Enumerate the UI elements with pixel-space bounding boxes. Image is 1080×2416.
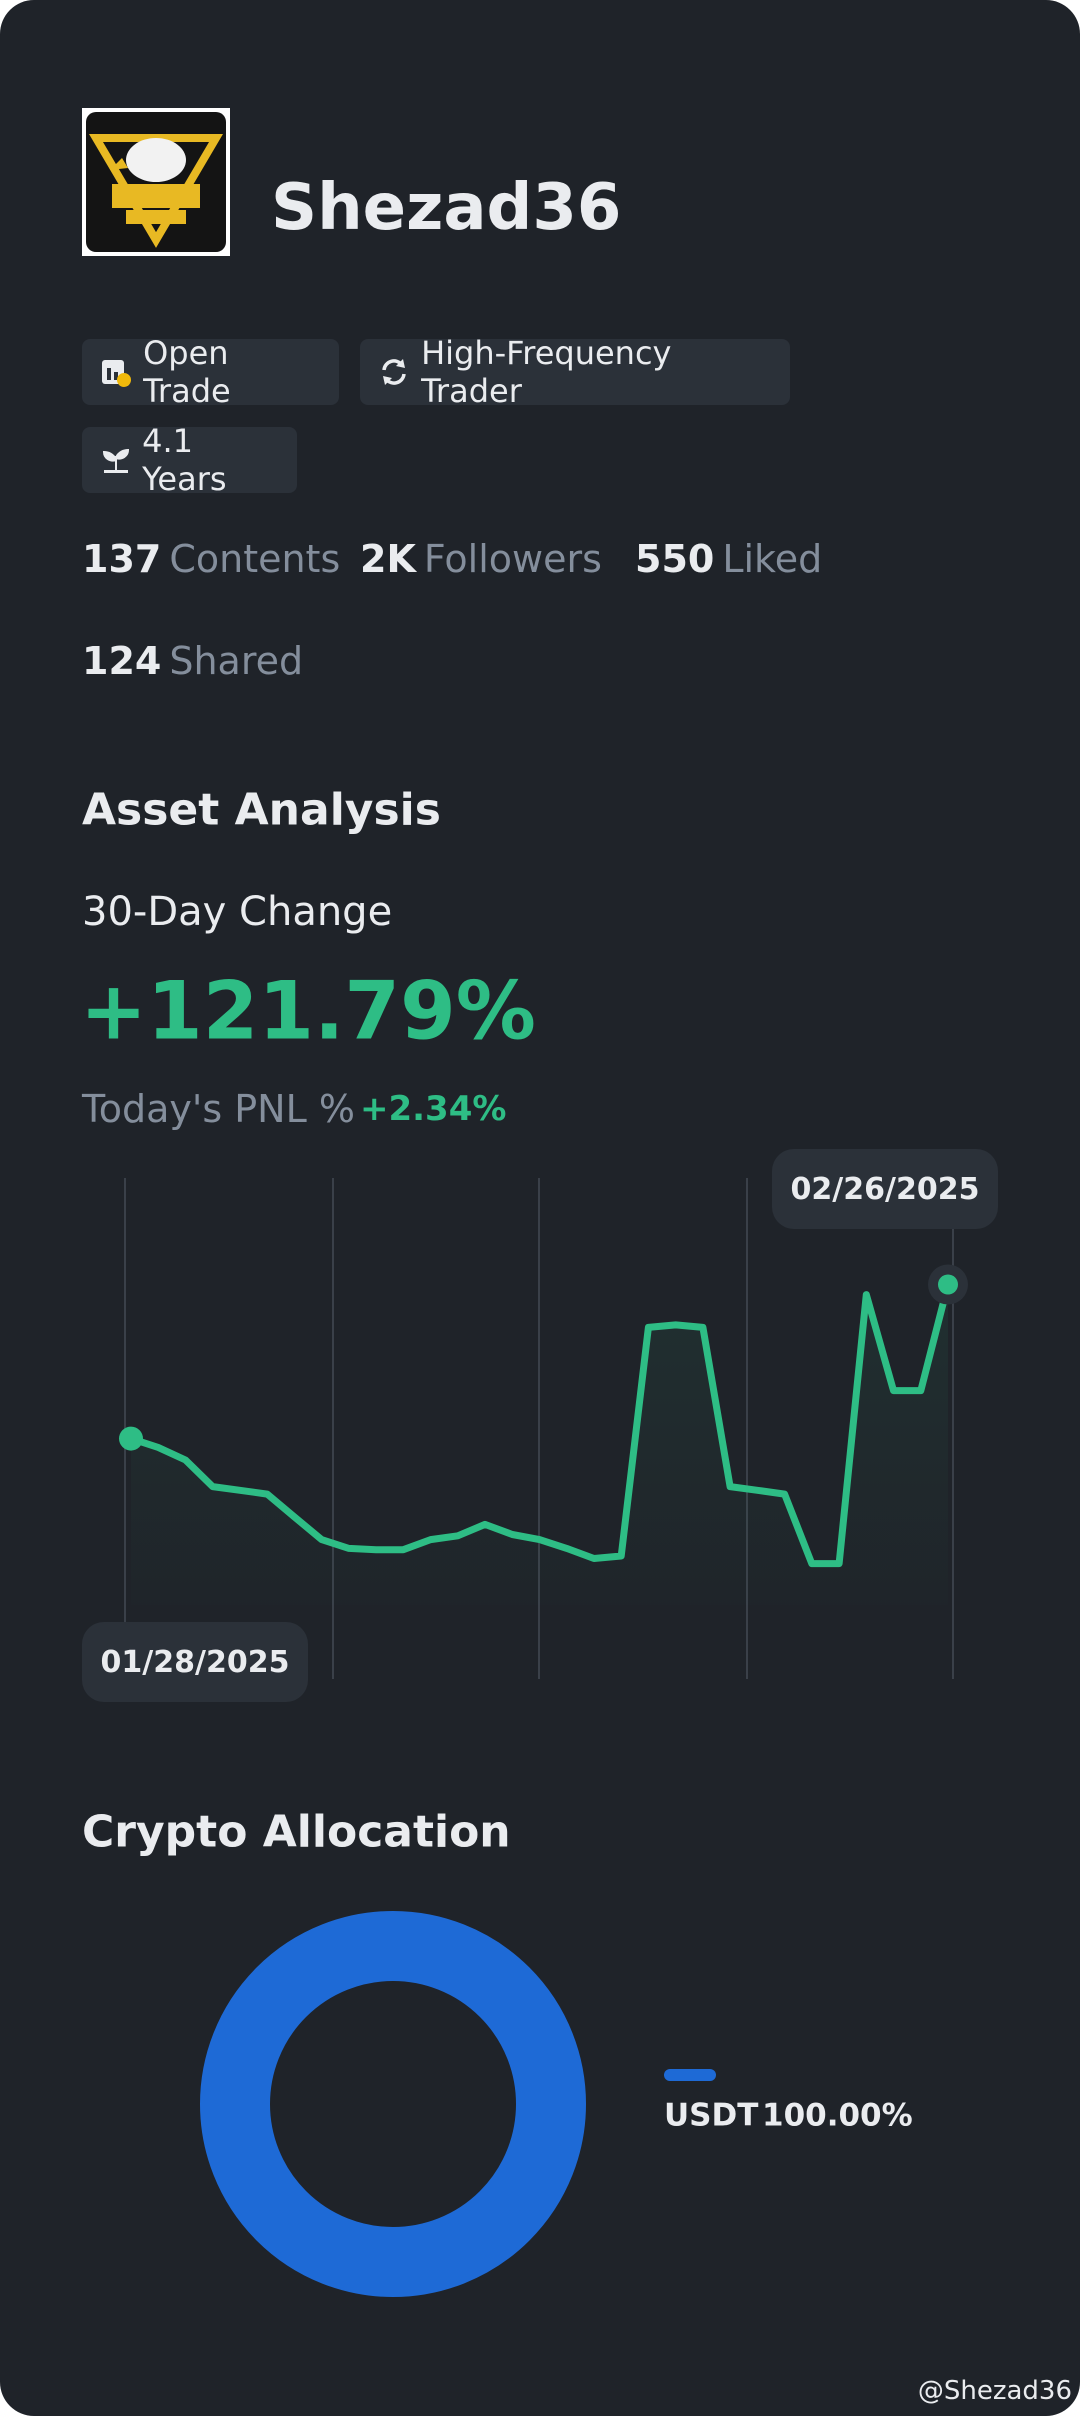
end-point <box>938 1274 958 1295</box>
stat-value: 137 <box>82 537 162 581</box>
allocation-chart: USDT 100.00% <box>200 1911 913 2297</box>
tag: 4.1 Years <box>82 422 297 498</box>
avatar <box>82 108 230 256</box>
tag-text: 4.1 Years <box>142 422 227 498</box>
change-value: +121.79% <box>80 964 536 1058</box>
tag-icon <box>102 448 130 473</box>
tag-text: High-Frequency Trader <box>421 334 672 410</box>
tag-icon <box>102 360 131 387</box>
pnl-value: +2.34% <box>360 1089 507 1129</box>
stat: 2K Followers <box>360 537 602 581</box>
change-label: 30-Day Change <box>82 889 393 935</box>
pnl-label: Today's PNL % <box>82 1087 355 1131</box>
legend-swatch <box>664 2069 716 2081</box>
start-point <box>119 1426 143 1451</box>
tag: Open Trade <box>82 334 339 410</box>
tag: High-Frequency Trader <box>360 334 790 410</box>
start-date-label: 01/28/2025 <box>82 1622 308 1702</box>
stat: 137 Contents <box>82 537 340 581</box>
stat-value: 124 <box>82 639 162 683</box>
stat-label: Shared <box>169 639 304 683</box>
legend-value: 100.00% <box>762 2098 913 2134</box>
donut-segment <box>200 1911 586 2297</box>
watermark: @Shezad36 <box>917 2376 1072 2406</box>
end-date-label: 02/26/2025 <box>772 1149 998 1229</box>
stat-value: 550 <box>635 537 715 581</box>
username: Shezad36 <box>271 171 622 245</box>
stat-value: 2K <box>360 537 416 581</box>
stat: 550 Liked <box>635 537 822 581</box>
tag-icon <box>382 359 406 385</box>
tag-text: Open Trade <box>143 334 231 410</box>
section-title: Asset Analysis <box>82 784 441 836</box>
section-title: Crypto Allocation <box>82 1806 511 1858</box>
stat: 124 Shared <box>82 639 303 683</box>
stat-label: Liked <box>722 537 823 581</box>
stat-label: Followers <box>423 537 602 581</box>
line-area <box>131 1284 948 1605</box>
line <box>127 1281 952 1568</box>
legend-name: USDT <box>664 2098 758 2134</box>
stat-label: Contents <box>169 537 341 581</box>
asset-chart <box>119 1178 968 1679</box>
